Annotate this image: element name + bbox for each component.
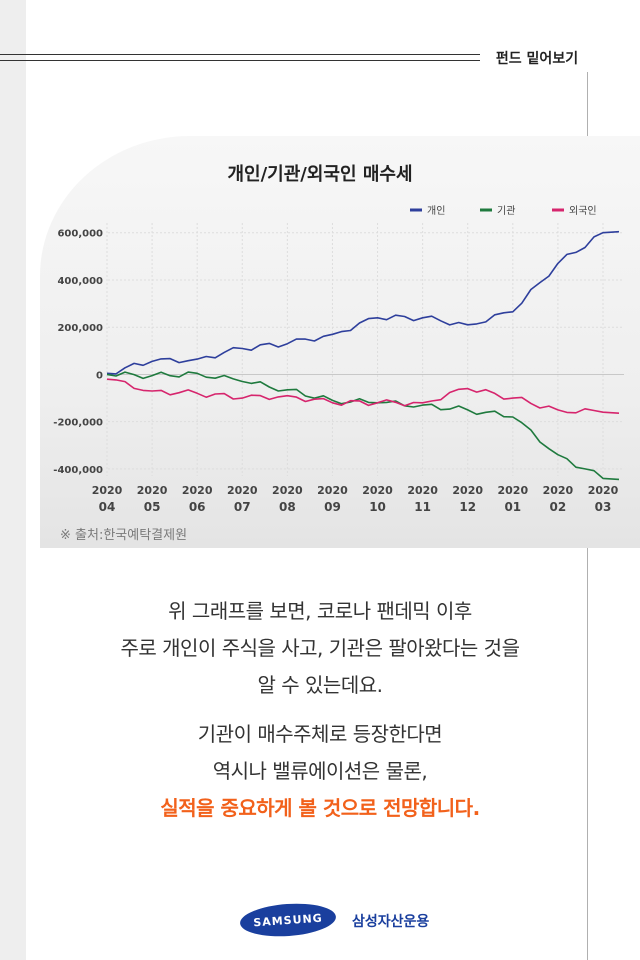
x-tick-label-month: 03 [595,500,612,514]
x-tick-label-month: 06 [189,500,206,514]
x-tick-label-month: 10 [369,500,386,514]
x-tick-label-month: 08 [279,500,296,514]
line-chart: 개인/기관/외국인 매수세 600,000 400,000 200,000 0 -200,… [53,164,624,514]
y-tick-label: 400,000 [57,276,103,287]
x-tick-label-month: 09 [324,500,341,514]
series-line-3 [106,378,620,414]
x-tick-label-year: 2020 [272,484,303,497]
chart-title: 개인/기관/외국인 매수세 [227,164,412,185]
series-line-1 [106,230,620,375]
body-line: 기관이 매수주체로 등장한다면 [197,722,443,746]
samsung-logo: SAMSUNG [239,900,337,940]
x-tick-label-month: 04 [99,500,116,514]
body-text: 위 그래프를 보면, 코로나 팬데믹 이후 주로 개인이 주식을 사고, 기관은… [0,593,640,827]
x-tick-label-month: 12 [459,500,476,514]
x-tick-label-year: 2020 [317,484,348,497]
x-tick-label-year: 2020 [362,484,393,497]
x-tick-label-year: 2020 [182,484,213,497]
body-emphasis-line: 실적을 중요하게 볼 것으로 전망합니다. [160,796,480,820]
body-line: 주로 개인이 주식을 사고, 기관은 팔아왔다는 것을 [120,636,520,660]
x-tick-label-month: 02 [550,500,567,514]
x-tick-label-year: 2020 [588,484,619,497]
left-margin-strip [0,0,26,960]
legend-label: 개인 [427,205,445,217]
y-tick-label: 600,000 [57,229,103,240]
x-tick-label-year: 2020 [452,484,483,497]
x-tick-label-year: 2020 [137,484,168,497]
x-tick-label-month: 01 [504,500,521,514]
x-tick-label-month: 11 [414,500,431,514]
x-tick-label-year: 2020 [498,484,529,497]
y-tick-label: -400,000 [53,465,103,476]
x-tick-label-year: 2020 [92,484,123,497]
x-tick-label-year: 2020 [543,484,574,497]
body-line: 역시나 밸류에이션은 물론, [212,759,428,783]
y-tick-label: -200,000 [53,418,103,429]
footer: SAMSUNG 삼성자산운용 [239,900,470,940]
series-title: 펀드 밑어보기 [495,51,579,67]
header-double-rule [0,52,480,64]
x-tick-label-year: 2020 [407,484,438,497]
y-tick-label: 200,000 [57,323,103,334]
legend-label: 외국인 [569,205,597,217]
x-tick-label-year: 2020 [227,484,258,497]
y-tick-label: 0 [96,370,103,381]
body-line: 알 수 있는데요. [257,673,383,697]
x-tick-label-month: 05 [144,500,161,514]
x-tick-label-month: 07 [234,500,251,514]
company-name: 삼성자산운용 [352,914,430,930]
body-line: 위 그래프를 보면, 코로나 팬데믹 이후 [168,599,472,623]
series-line-2 [106,371,620,481]
source-note: ※ 출처:한국예탁결제원 [60,528,188,543]
legend-label: 기관 [497,205,515,217]
chart-card: 개인/기관/외국인 매수세 600,000 400,000 200,000 0 -200,… [40,136,640,548]
